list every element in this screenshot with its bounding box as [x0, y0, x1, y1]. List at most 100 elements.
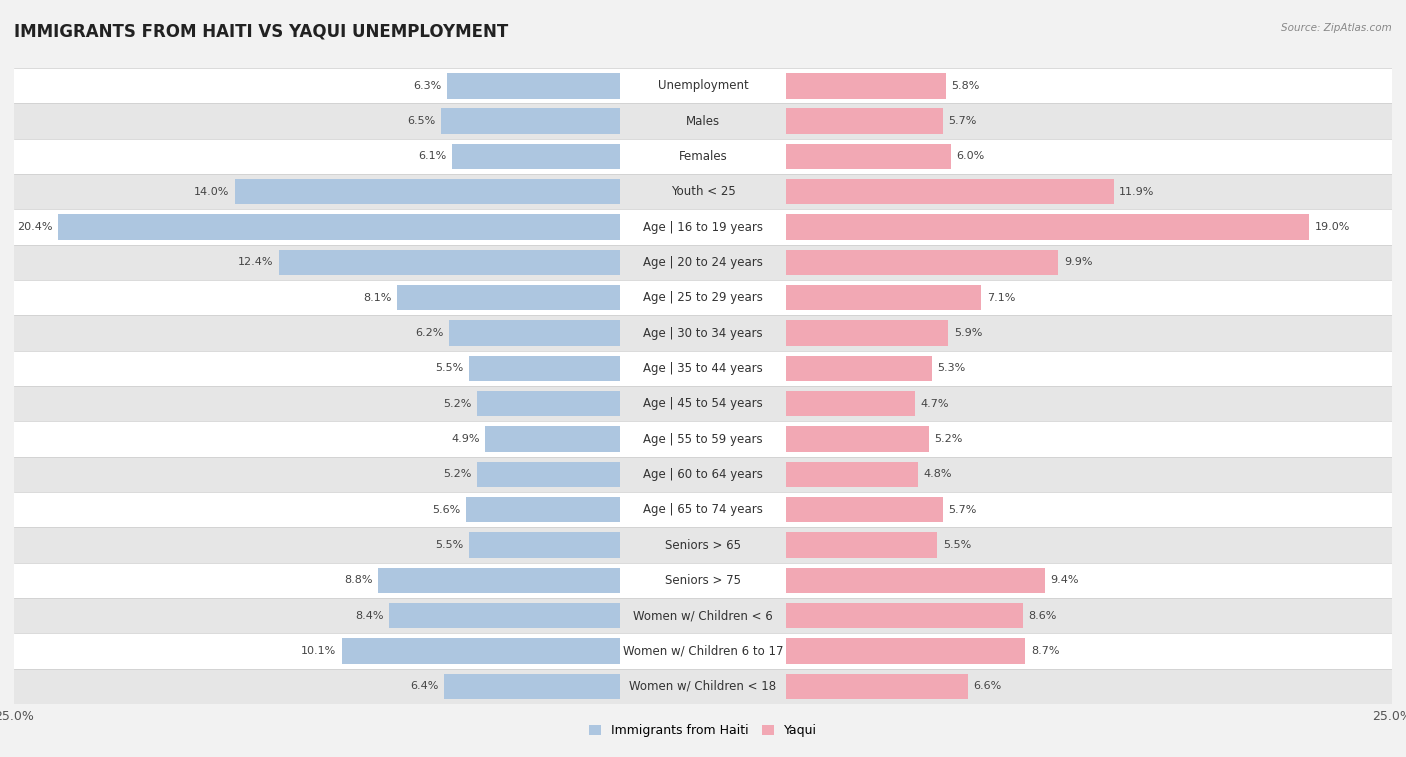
- Bar: [14, 668, 1392, 704]
- Text: 20.4%: 20.4%: [17, 222, 52, 232]
- Text: Males: Males: [686, 114, 720, 128]
- Bar: [235, 179, 620, 204]
- Text: Youth < 25: Youth < 25: [671, 185, 735, 198]
- Bar: [14, 598, 1392, 634]
- Bar: [786, 638, 1025, 664]
- Bar: [14, 68, 1392, 104]
- Bar: [786, 320, 948, 346]
- Bar: [450, 320, 620, 346]
- Bar: [786, 391, 915, 416]
- Bar: [786, 285, 981, 310]
- Bar: [14, 422, 1392, 456]
- Text: Women w/ Children 6 to 17: Women w/ Children 6 to 17: [623, 644, 783, 658]
- Bar: [786, 497, 943, 522]
- Bar: [786, 108, 943, 134]
- Text: IMMIGRANTS FROM HAITI VS YAQUI UNEMPLOYMENT: IMMIGRANTS FROM HAITI VS YAQUI UNEMPLOYM…: [14, 23, 509, 41]
- Text: 6.4%: 6.4%: [411, 681, 439, 691]
- Bar: [14, 280, 1392, 316]
- Text: 12.4%: 12.4%: [238, 257, 273, 267]
- Bar: [14, 492, 1392, 528]
- Text: 8.6%: 8.6%: [1028, 611, 1056, 621]
- Bar: [441, 108, 620, 134]
- Bar: [444, 674, 620, 699]
- Text: 5.2%: 5.2%: [443, 469, 471, 479]
- Text: Age | 60 to 64 years: Age | 60 to 64 years: [643, 468, 763, 481]
- Text: Age | 65 to 74 years: Age | 65 to 74 years: [643, 503, 763, 516]
- Text: 6.5%: 6.5%: [408, 116, 436, 126]
- Text: 9.4%: 9.4%: [1050, 575, 1078, 585]
- Bar: [786, 144, 950, 169]
- Text: 5.8%: 5.8%: [950, 81, 980, 91]
- Bar: [468, 356, 620, 381]
- Bar: [786, 603, 1022, 628]
- Bar: [14, 316, 1392, 350]
- Bar: [786, 462, 918, 487]
- Text: 6.3%: 6.3%: [413, 81, 441, 91]
- Text: 5.3%: 5.3%: [938, 363, 966, 373]
- Bar: [278, 250, 620, 275]
- Bar: [468, 532, 620, 558]
- Legend: Immigrants from Haiti, Yaqui: Immigrants from Haiti, Yaqui: [583, 719, 823, 743]
- Bar: [14, 528, 1392, 562]
- Bar: [786, 73, 945, 98]
- Bar: [786, 532, 938, 558]
- Text: 14.0%: 14.0%: [194, 187, 229, 197]
- Text: 6.6%: 6.6%: [973, 681, 1001, 691]
- Bar: [786, 179, 1114, 204]
- Bar: [786, 426, 929, 452]
- Text: 8.8%: 8.8%: [344, 575, 373, 585]
- Text: 8.1%: 8.1%: [363, 293, 392, 303]
- Text: Age | 55 to 59 years: Age | 55 to 59 years: [643, 432, 763, 446]
- Bar: [786, 568, 1045, 593]
- Text: 6.1%: 6.1%: [419, 151, 447, 161]
- Text: 8.7%: 8.7%: [1031, 646, 1060, 656]
- Text: 5.5%: 5.5%: [434, 540, 463, 550]
- Text: 6.2%: 6.2%: [416, 328, 444, 338]
- Bar: [786, 356, 932, 381]
- Bar: [786, 250, 1059, 275]
- Text: 5.7%: 5.7%: [948, 116, 977, 126]
- Text: 5.5%: 5.5%: [943, 540, 972, 550]
- Text: 19.0%: 19.0%: [1315, 222, 1350, 232]
- Bar: [14, 562, 1392, 598]
- Text: Unemployment: Unemployment: [658, 79, 748, 92]
- Text: Women w/ Children < 6: Women w/ Children < 6: [633, 609, 773, 622]
- Text: 4.9%: 4.9%: [451, 434, 479, 444]
- Text: Seniors > 75: Seniors > 75: [665, 574, 741, 587]
- Bar: [14, 139, 1392, 174]
- Text: 10.1%: 10.1%: [301, 646, 336, 656]
- Bar: [485, 426, 620, 452]
- Bar: [14, 245, 1392, 280]
- Bar: [14, 634, 1392, 668]
- Bar: [14, 350, 1392, 386]
- Text: Age | 35 to 44 years: Age | 35 to 44 years: [643, 362, 763, 375]
- Text: Age | 20 to 24 years: Age | 20 to 24 years: [643, 256, 763, 269]
- Bar: [786, 214, 1309, 240]
- Text: 4.7%: 4.7%: [921, 399, 949, 409]
- Text: 7.1%: 7.1%: [987, 293, 1015, 303]
- Bar: [14, 104, 1392, 139]
- Bar: [465, 497, 620, 522]
- Text: 5.9%: 5.9%: [953, 328, 983, 338]
- Bar: [477, 462, 620, 487]
- Bar: [14, 456, 1392, 492]
- Text: 11.9%: 11.9%: [1119, 187, 1154, 197]
- Bar: [14, 210, 1392, 245]
- Text: Source: ZipAtlas.com: Source: ZipAtlas.com: [1281, 23, 1392, 33]
- Bar: [453, 144, 620, 169]
- Text: Females: Females: [679, 150, 727, 163]
- Bar: [786, 674, 967, 699]
- Text: Age | 16 to 19 years: Age | 16 to 19 years: [643, 220, 763, 234]
- Bar: [447, 73, 620, 98]
- Bar: [14, 174, 1392, 210]
- Text: 8.4%: 8.4%: [354, 611, 384, 621]
- Text: 5.7%: 5.7%: [948, 505, 977, 515]
- Text: 5.2%: 5.2%: [935, 434, 963, 444]
- Text: Age | 45 to 54 years: Age | 45 to 54 years: [643, 397, 763, 410]
- Bar: [14, 386, 1392, 422]
- Text: 9.9%: 9.9%: [1064, 257, 1092, 267]
- Bar: [396, 285, 620, 310]
- Bar: [342, 638, 620, 664]
- Text: 5.2%: 5.2%: [443, 399, 471, 409]
- Text: 5.6%: 5.6%: [432, 505, 461, 515]
